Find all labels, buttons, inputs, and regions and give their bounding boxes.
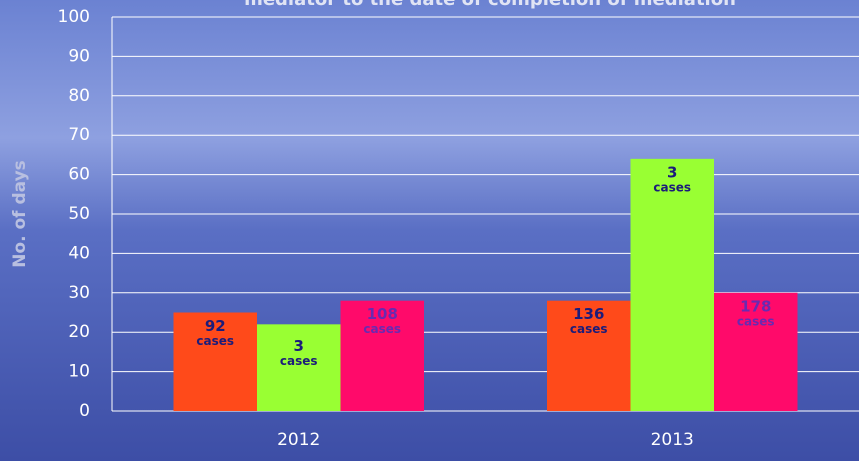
y-tick-label: 10	[68, 362, 90, 382]
data-label-unit: cases	[363, 322, 401, 336]
data-label-unit: cases	[737, 314, 775, 328]
data-label-unit: cases	[653, 180, 691, 194]
y-tick-label: 50	[68, 204, 90, 224]
y-tick-label: 60	[68, 165, 90, 185]
y-tick-label: 90	[68, 46, 90, 66]
y-tick-label: 0	[79, 401, 90, 421]
data-label: 178	[740, 297, 771, 315]
chart-title: mediator to the date of completion of me…	[244, 0, 736, 10]
y-tick-label: 30	[68, 283, 90, 303]
bar	[257, 324, 341, 411]
data-label: 3	[294, 337, 304, 355]
y-axis-label: No. of days	[10, 160, 30, 268]
data-label-unit: cases	[280, 354, 318, 368]
data-label: 108	[367, 305, 398, 323]
bar	[714, 292, 798, 411]
y-tick-label: 20	[68, 322, 90, 342]
bar	[547, 300, 631, 411]
bar	[340, 300, 424, 411]
data-label-unit: cases	[196, 334, 234, 348]
y-tick-label: 100	[58, 7, 90, 27]
data-label: 136	[573, 305, 604, 323]
x-tick-label: 2012	[277, 430, 320, 450]
y-tick-label: 70	[68, 125, 90, 145]
bar	[630, 158, 714, 411]
data-label: 92	[205, 317, 226, 335]
y-tick-label: 40	[68, 243, 90, 263]
x-tick-label: 2013	[651, 430, 694, 450]
y-tick-label: 80	[68, 86, 90, 106]
data-label: 3	[667, 163, 677, 181]
data-label-unit: cases	[570, 322, 608, 336]
bar	[173, 312, 257, 411]
